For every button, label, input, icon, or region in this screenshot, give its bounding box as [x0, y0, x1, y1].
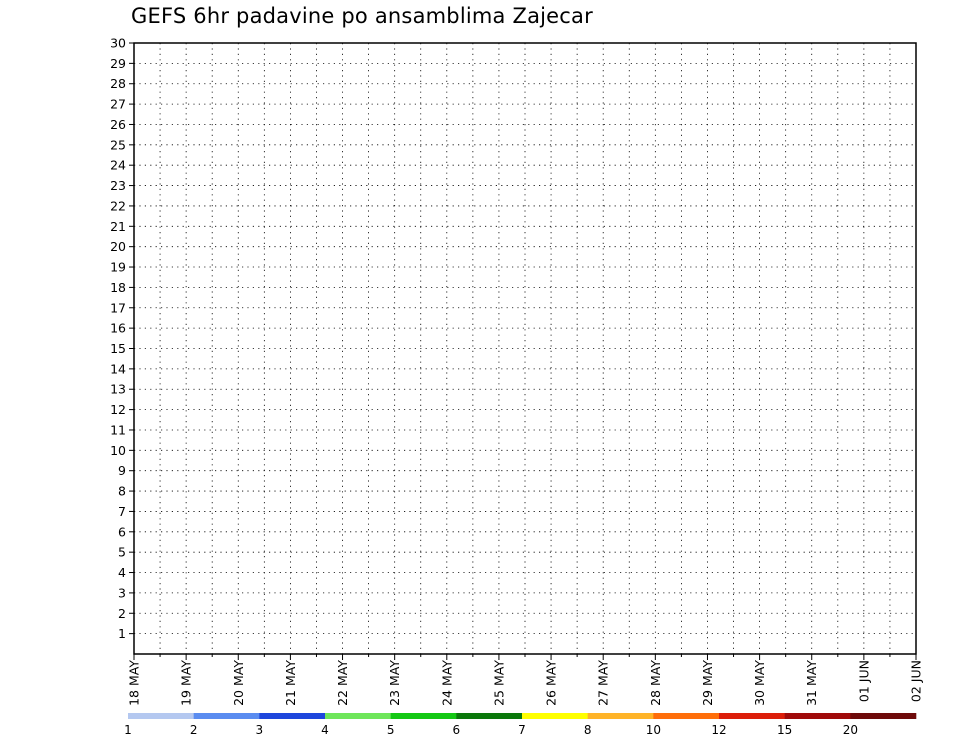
x-tick-label: 02 JUN [909, 660, 924, 702]
legend-swatch [719, 713, 785, 719]
legend-swatch [193, 713, 260, 719]
legend-label: 4 [321, 723, 329, 737]
legend-swatch [653, 713, 720, 719]
legend-label: 3 [256, 723, 264, 737]
y-tick-label: 26 [110, 117, 126, 132]
y-tick-label: 4 [118, 565, 126, 580]
y-tick-label: 1 [118, 626, 126, 641]
chart-title: GEFS 6hr padavine po ansamblima Zajecar [131, 4, 593, 28]
y-tick-label: 23 [110, 178, 126, 193]
legend-swatch [456, 713, 523, 719]
y-tick-label: 30 [110, 36, 126, 51]
x-axis-ticks: 18 MAY 19 MAY 20 MAY 21 MAY 22 MAY 23 MAY 24 M… [127, 654, 924, 706]
x-tick-label: 27 MAY [596, 660, 611, 706]
legend-label: 2 [190, 723, 198, 737]
legend-swatch [259, 713, 326, 719]
x-tick-label: 25 MAY [491, 660, 506, 706]
x-tick-label: 28 MAY [648, 660, 663, 706]
legend-swatch [850, 713, 917, 719]
legend-label: 15 [777, 723, 792, 737]
y-tick-label: 18 [110, 280, 126, 295]
legend-label: 6 [453, 723, 461, 737]
legend-swatch [522, 713, 588, 719]
x-tick-label: 24 MAY [439, 660, 454, 706]
y-tick-label: 6 [118, 524, 126, 539]
y-tick-label: 9 [118, 463, 126, 478]
y-tick-label: 29 [110, 56, 126, 71]
y-tick-label: 15 [110, 341, 126, 356]
y-tick-label: 22 [110, 198, 126, 213]
y-axis-ticks: 1234567891011121314151617181920212223242… [110, 36, 134, 641]
y-tick-label: 14 [110, 361, 126, 376]
y-tick-label: 25 [110, 137, 126, 152]
legend-label: 7 [518, 723, 526, 737]
legend-label: 20 [843, 723, 858, 737]
x-tick-label: 18 MAY [127, 660, 142, 706]
x-tick-label: 22 MAY [335, 660, 350, 706]
legend-label: 8 [584, 723, 592, 737]
x-tick-label: 01 JUN [856, 660, 871, 702]
x-tick-label: 30 MAY [752, 660, 767, 706]
legend-swatch [784, 713, 851, 719]
x-tick-label: 23 MAY [387, 660, 402, 706]
x-tick-label: 21 MAY [283, 660, 298, 706]
y-tick-label: 5 [118, 545, 126, 560]
y-tick-label: 28 [110, 76, 126, 91]
y-tick-label: 13 [110, 382, 126, 397]
y-tick-label: 8 [118, 484, 126, 499]
y-tick-label: 24 [110, 158, 126, 173]
legend-swatch [128, 713, 194, 719]
x-tick-label: 31 MAY [804, 660, 819, 706]
y-tick-label: 20 [110, 239, 126, 254]
legend-swatch [587, 713, 654, 719]
grid-lines [134, 43, 916, 654]
color-legend: 1 2 3 4 5 6 7 8 10 12 15 20 [124, 713, 917, 737]
x-tick-label: 20 MAY [231, 660, 246, 706]
legend-label: 5 [387, 723, 395, 737]
y-tick-label: 12 [110, 402, 126, 417]
legend-swatch [325, 713, 391, 719]
y-tick-label: 11 [110, 422, 126, 437]
x-tick-label: 26 MAY [544, 660, 559, 706]
x-tick-label: 19 MAY [179, 660, 194, 706]
legend-label: 1 [124, 723, 132, 737]
y-tick-label: 7 [118, 504, 126, 519]
x-tick-label: 29 MAY [700, 660, 715, 706]
y-tick-label: 21 [110, 219, 126, 234]
legend-label: 10 [646, 723, 661, 737]
y-tick-label: 17 [110, 300, 126, 315]
y-tick-label: 10 [110, 443, 126, 458]
y-tick-label: 19 [110, 260, 126, 275]
y-tick-label: 27 [110, 97, 126, 112]
y-tick-label: 2 [118, 606, 126, 621]
legend-swatch [390, 713, 457, 719]
legend-label: 12 [711, 723, 726, 737]
y-tick-label: 16 [110, 321, 126, 336]
y-tick-label: 3 [118, 585, 126, 600]
